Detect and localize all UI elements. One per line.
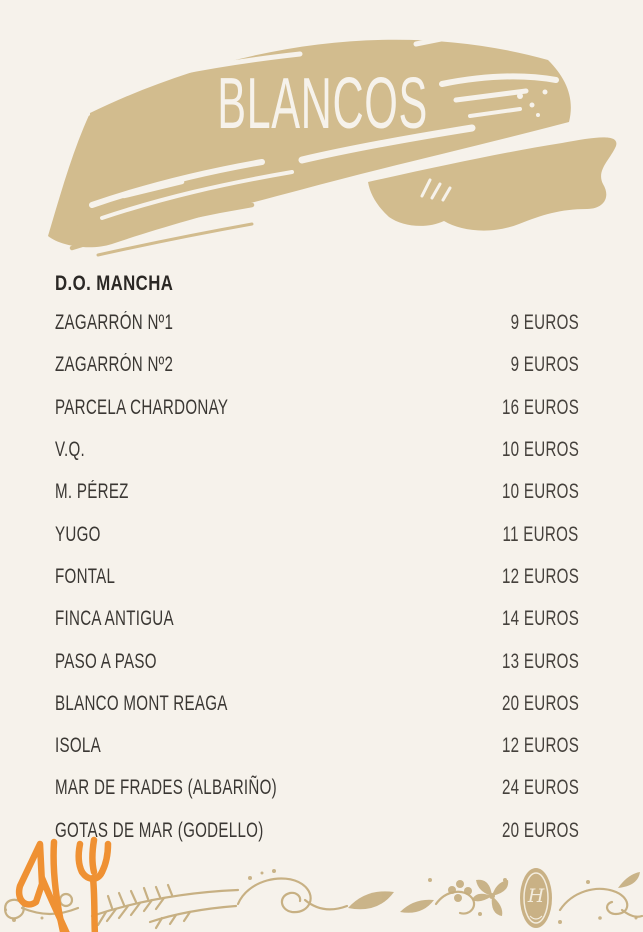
wine-row: V.Q. 10 EUROS (55, 429, 579, 471)
wine-name: BLANCO MONT REAGA (55, 691, 228, 715)
wine-row: M. PÉREZ 10 EUROS (55, 471, 579, 513)
wine-name: PARCELA CHARDONAY (55, 395, 229, 419)
section-heading-text: D.O. MANCHA (55, 272, 174, 295)
floral-garland-decoration: H (4, 868, 643, 930)
wine-name: ZAGARRÓN Nº2 (55, 353, 174, 377)
wine-name: V.Q. (55, 438, 86, 462)
wine-row: PASO A PASO 13 EUROS (55, 640, 579, 682)
wine-row: GOTAS DE MAR (GODELLO) 20 EUROS (55, 810, 579, 852)
wine-price: 24 EUROS (501, 776, 579, 800)
wine-price: 11 EUROS (503, 522, 579, 546)
medallion-monogram: H (527, 885, 545, 907)
wine-row: YUGO 11 EUROS (55, 513, 579, 555)
wine-row: ZAGARRÓN Nº1 9 EUROS (55, 302, 579, 344)
brush-ribbon-banner (48, 35, 617, 257)
wine-row: BLANCO MONT REAGA 20 EUROS (55, 683, 579, 725)
wine-name: ZAGARRÓN Nº1 (55, 311, 174, 335)
banner-title: BLANCOS (163, 64, 483, 144)
wine-price: 14 EUROS (501, 607, 579, 631)
wine-row: PARCELA CHARDONAY 16 EUROS (55, 387, 579, 429)
wine-name: GOTAS DE MAR (GODELLO) (55, 818, 264, 842)
wine-price: 9 EUROS (510, 353, 579, 377)
wine-price: 9 EUROS (510, 311, 579, 335)
wine-price: 20 EUROS (501, 691, 579, 715)
banner-title-text: BLANCOS (217, 64, 429, 144)
wine-price: 16 EUROS (501, 395, 579, 419)
wine-row: FONTAL 12 EUROS (55, 556, 579, 598)
wine-row: ZAGARRÓN Nº2 9 EUROS (55, 344, 579, 386)
wine-name: ISOLA (55, 734, 101, 758)
wine-name: M. PÉREZ (55, 480, 129, 504)
wine-price: 10 EUROS (501, 480, 579, 504)
wine-name: YUGO (55, 522, 101, 546)
cutlery-icon (15, 836, 112, 932)
medallion-decoration: H (520, 868, 552, 928)
wine-price: 13 EUROS (501, 649, 579, 673)
wine-price: 12 EUROS (501, 734, 579, 758)
wine-name: FONTAL (55, 564, 116, 588)
wine-price: 12 EUROS (501, 564, 579, 588)
wine-price: 10 EUROS (501, 438, 579, 462)
wine-name: MAR DE FRADES (ALBARIÑO) (55, 776, 277, 800)
wine-list: ZAGARRÓN Nº1 9 EUROS ZAGARRÓN Nº2 9 EURO… (55, 302, 579, 852)
wine-row: MAR DE FRADES (ALBARIÑO) 24 EUROS (55, 767, 579, 809)
wine-row: FINCA ANTIGUA 14 EUROS (55, 598, 579, 640)
section-heading: D.O. MANCHA (55, 271, 203, 297)
wine-name: FINCA ANTIGUA (55, 607, 174, 631)
wine-row: ISOLA 12 EUROS (55, 725, 579, 767)
wine-name: PASO A PASO (55, 649, 157, 673)
wine-price: 20 EUROS (501, 818, 579, 842)
